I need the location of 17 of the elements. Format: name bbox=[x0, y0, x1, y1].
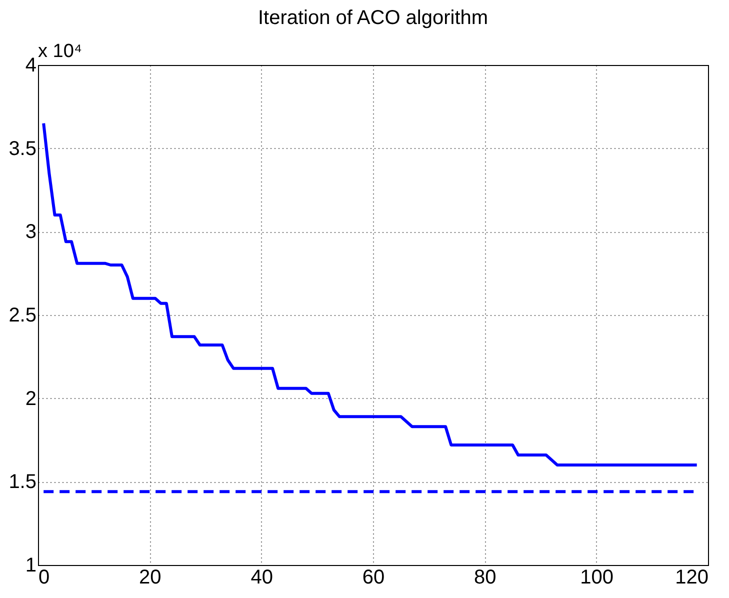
y-tick-label: 1 bbox=[25, 554, 36, 576]
y-tick-label: 3 bbox=[25, 221, 36, 244]
chart-title: Iteration of ACO algorithm bbox=[258, 7, 488, 29]
line-series bbox=[42, 122, 698, 466]
text: x 10⁴ bbox=[38, 41, 82, 62]
y-tick-label: 2.5 bbox=[8, 304, 36, 326]
x-tick-label: 0 bbox=[38, 566, 50, 588]
x-tick-label: 100 bbox=[580, 566, 614, 588]
y-tick-label: 3.5 bbox=[8, 138, 36, 160]
x-tick-label: 80 bbox=[474, 566, 496, 588]
x-tick-label: 40 bbox=[250, 566, 273, 588]
y-tick-label: 4 bbox=[25, 54, 36, 76]
x-tick-label: 60 bbox=[362, 566, 385, 588]
y-tick-label: 2 bbox=[25, 388, 36, 410]
x-tick-label: 120 bbox=[675, 566, 708, 588]
x-tick-label: 20 bbox=[139, 566, 162, 588]
y-tick-label: 1.5 bbox=[8, 471, 36, 494]
